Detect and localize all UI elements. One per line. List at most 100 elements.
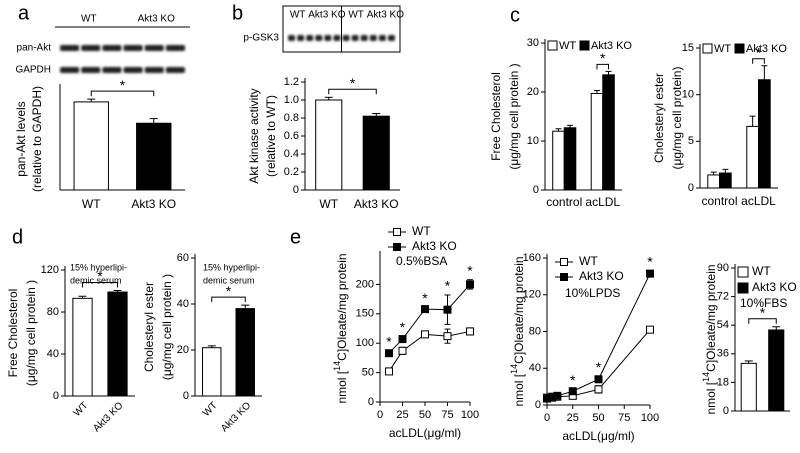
blot-band: [342, 35, 350, 41]
significance-star: *: [760, 304, 766, 320]
panel-letter: b: [232, 2, 243, 24]
y-axis-label: Akt kinase activity: [247, 88, 261, 183]
bar: [719, 172, 732, 189]
x-tick-label: 0: [377, 409, 383, 421]
significance-star: *: [422, 290, 428, 306]
y-tick-label: 10: [527, 135, 539, 147]
y-axis-label: (μg/mg cell protein): [670, 67, 684, 170]
blot-band: [288, 35, 296, 41]
y-label-text: C]Oleate/mg protein: [704, 264, 718, 371]
bar: [73, 101, 109, 191]
y-tick-label: 0.2: [284, 166, 299, 178]
legend-label: WT: [412, 224, 431, 238]
y-axis-label: (μg/mg cell protein ): [24, 280, 38, 386]
significance-star: *: [120, 77, 126, 93]
y-tick-label: 60: [177, 252, 189, 264]
marker: [466, 327, 474, 336]
y-tick-label: 40: [47, 348, 59, 360]
legend-label: WT: [559, 40, 576, 52]
condition-note: demic serum: [70, 275, 122, 285]
y-tick-label: 80: [529, 325, 541, 337]
x-tick-label: 0: [544, 412, 550, 424]
bar: [72, 297, 93, 397]
y-tick-label: 1.2: [284, 76, 299, 88]
blot-row-label: p-GSK3: [243, 33, 279, 44]
bar: [107, 291, 128, 397]
legend-swatch: [737, 266, 749, 278]
marker: [385, 367, 393, 376]
blot-row-label: GAPDH: [15, 65, 51, 76]
y-axis-label: (μg/mg cell protein ): [507, 63, 521, 169]
x-tick-label: Akt3 KO: [219, 400, 253, 434]
y-label-text: nmol [: [512, 373, 526, 406]
blot-band: [144, 67, 164, 73]
bar: [235, 308, 255, 397]
y-tick-label: 0: [293, 184, 299, 196]
x-tick-label: WT: [319, 197, 338, 211]
x-tick-label: control: [701, 194, 737, 208]
x-tick-label: control: [546, 195, 582, 209]
y-tick-label: 0: [723, 405, 729, 417]
x-tick-label: Akt3 KO: [354, 197, 399, 211]
significance-star: *: [756, 44, 762, 60]
y-tick-label: 80: [47, 306, 59, 318]
marker: [398, 335, 407, 344]
y-axis-label: (relative to GAPDH): [30, 86, 44, 192]
y-tick-label: 72: [717, 291, 729, 303]
blot-band: [369, 35, 377, 41]
blot-band: [102, 45, 122, 51]
significance-star: *: [596, 359, 602, 375]
bar: [590, 92, 604, 191]
legend-swatch: [737, 282, 749, 294]
x-tick-label: 100: [461, 409, 479, 421]
blot-band: [360, 35, 368, 41]
y-tick-label: 54: [717, 319, 729, 331]
y-axis-label: Cholesteryl ester: [142, 282, 156, 372]
y-tick-label: 100: [356, 337, 374, 349]
y-tick-label: 15: [682, 42, 694, 54]
y-tick-label: 0: [183, 390, 189, 402]
blot-band: [165, 45, 185, 51]
bar: [552, 130, 565, 191]
y-tick-label: 0: [688, 182, 694, 194]
legend-label: WT: [752, 264, 771, 278]
x-axis-label: acLDL(μg/ml): [389, 426, 461, 440]
legend-label: WT: [714, 43, 731, 55]
y-label-text: C]Oleate/mg protein: [512, 256, 526, 363]
x-axis-label: acLDL(μg/ml): [562, 429, 634, 443]
legend-label: Akt3 KO: [746, 43, 787, 55]
condition-note: 0.5%BSA: [396, 254, 447, 268]
y-axis-label: (μg/mg cell protein ): [160, 274, 174, 380]
y-tick-label: 0.8: [284, 112, 299, 124]
legend-label: Akt3 KO: [752, 280, 797, 294]
y-tick-label: 10: [682, 89, 694, 101]
marker: [443, 305, 452, 314]
marker: [385, 349, 393, 358]
bar: [202, 347, 222, 397]
legend-label: Akt3 KO: [579, 269, 624, 283]
x-tick-label: WT: [72, 400, 91, 419]
y-tick-label: 30: [527, 37, 539, 49]
blot-band: [81, 45, 101, 51]
x-tick-label: WT: [82, 197, 101, 211]
marker: [466, 280, 474, 289]
legend-swatch: [734, 43, 745, 54]
lane-label: WT: [290, 10, 306, 21]
bar: [315, 99, 343, 191]
panel-letter: d: [12, 226, 23, 248]
marker: [553, 391, 562, 400]
y-tick-label: 0: [368, 396, 374, 408]
bar: [740, 362, 757, 412]
blot-band: [144, 45, 164, 51]
blot-band: [387, 35, 395, 41]
y-tick-label: 40: [529, 362, 541, 374]
y-tick-label: 0.4: [284, 148, 299, 160]
y-label-text: C]Oleate/mg protein: [335, 253, 349, 360]
y-axis-label: nmol [14C]Oleate/mg protein: [701, 264, 718, 414]
y-axis-label: nmol [14C]Oleate/mg protein: [332, 253, 349, 403]
x-tick-label: 25: [567, 412, 579, 424]
significance-bracket: [596, 63, 610, 70]
significance-star: *: [350, 75, 356, 91]
x-tick-label: WT: [201, 400, 220, 419]
